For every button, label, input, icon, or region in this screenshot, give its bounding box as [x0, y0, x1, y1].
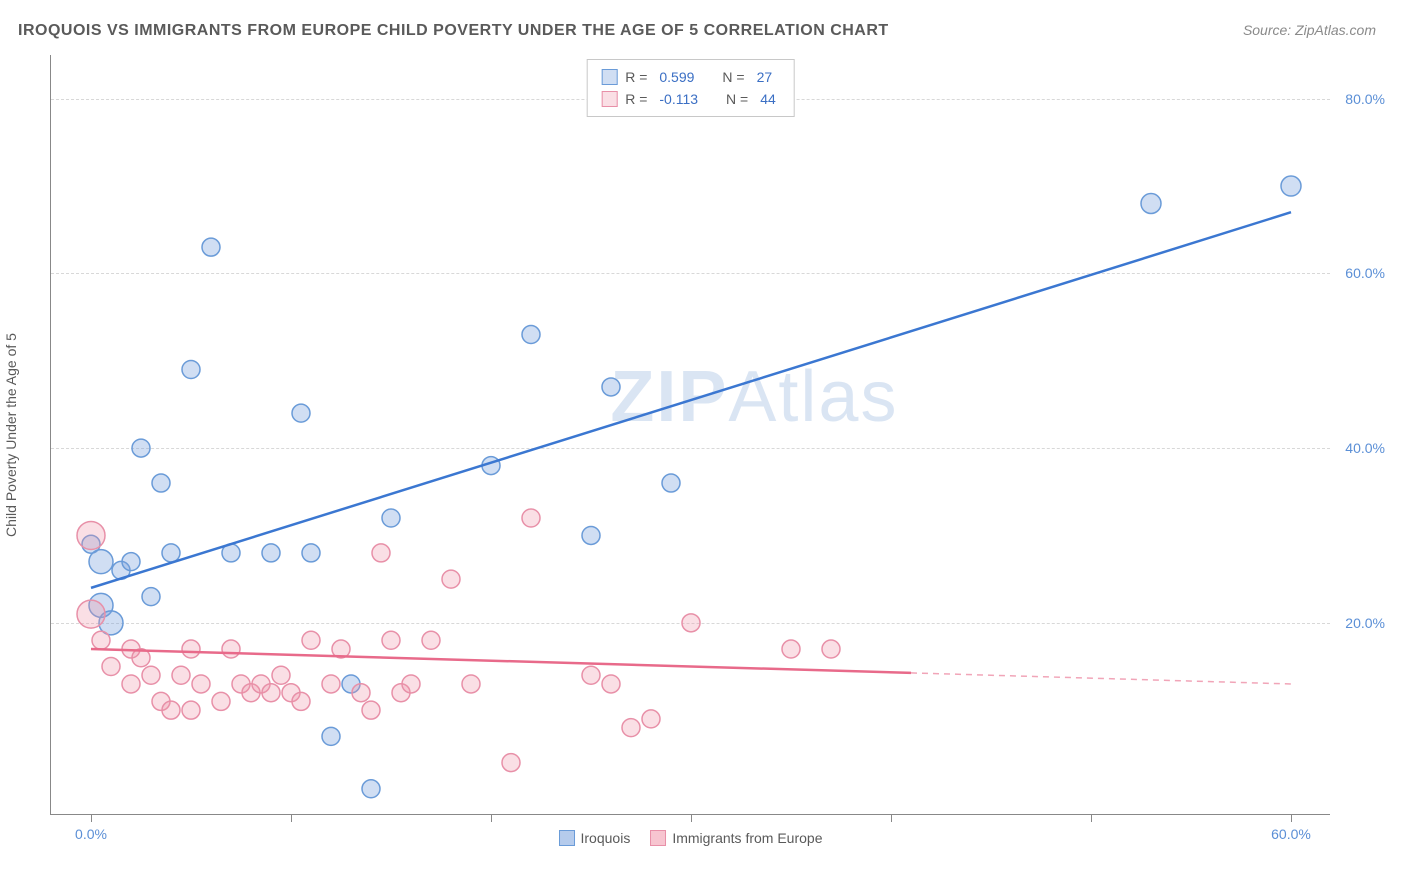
data-point-iroquois	[1141, 194, 1161, 214]
y-tick-label: 20.0%	[1335, 615, 1385, 631]
r-label: R =	[625, 91, 647, 107]
data-point-immigrants-from-europe	[402, 675, 420, 693]
data-point-immigrants-from-europe	[322, 675, 340, 693]
legend-swatch-iroquois-bottom	[559, 830, 575, 846]
x-tick	[291, 814, 292, 822]
data-point-iroquois	[142, 588, 160, 606]
chart-container: Child Poverty Under the Age of 5 ZIPAtla…	[50, 55, 1370, 845]
data-point-immigrants-from-europe	[462, 675, 480, 693]
data-point-iroquois	[362, 780, 380, 798]
data-point-immigrants-from-europe	[622, 719, 640, 737]
data-point-immigrants-from-europe	[822, 640, 840, 658]
data-point-iroquois	[292, 404, 310, 422]
data-point-iroquois	[182, 360, 200, 378]
data-point-immigrants-from-europe	[92, 631, 110, 649]
x-tick-label: 0.0%	[75, 826, 107, 842]
data-point-immigrants-from-europe	[212, 692, 230, 710]
n-label: N =	[722, 69, 744, 85]
trend-line-iroquois	[91, 212, 1291, 588]
n-value-europe: 44	[760, 91, 776, 107]
data-point-iroquois	[602, 378, 620, 396]
data-point-immigrants-from-europe	[372, 544, 390, 562]
source-attribution: Source: ZipAtlas.com	[1243, 22, 1376, 38]
r-value-iroquois: 0.599	[659, 69, 694, 85]
data-point-iroquois	[582, 526, 600, 544]
data-point-iroquois	[382, 509, 400, 527]
data-point-immigrants-from-europe	[522, 509, 540, 527]
data-point-immigrants-from-europe	[352, 684, 370, 702]
n-label: N =	[726, 91, 748, 107]
data-point-iroquois	[122, 553, 140, 571]
data-point-immigrants-from-europe	[302, 631, 320, 649]
x-tick-label: 60.0%	[1271, 826, 1311, 842]
data-point-immigrants-from-europe	[502, 754, 520, 772]
data-point-immigrants-from-europe	[162, 701, 180, 719]
data-point-immigrants-from-europe	[292, 692, 310, 710]
data-point-iroquois	[202, 238, 220, 256]
x-tick	[1291, 814, 1292, 822]
trend-line-dashed-immigrants-from-europe	[911, 673, 1291, 684]
data-point-immigrants-from-europe	[782, 640, 800, 658]
x-tick	[491, 814, 492, 822]
x-tick	[891, 814, 892, 822]
legend-item-europe: Immigrants from Europe	[650, 830, 822, 846]
data-point-iroquois	[522, 326, 540, 344]
series-legend: Iroquois Immigrants from Europe	[559, 830, 823, 846]
legend-item-iroquois: Iroquois	[559, 830, 631, 846]
data-point-iroquois	[1281, 176, 1301, 196]
data-point-immigrants-from-europe	[442, 570, 460, 588]
y-tick-label: 40.0%	[1335, 440, 1385, 456]
data-point-iroquois	[322, 727, 340, 745]
data-point-iroquois	[132, 439, 150, 457]
r-value-europe: -0.113	[659, 91, 698, 107]
data-point-immigrants-from-europe	[77, 521, 105, 549]
legend-swatch-europe-bottom	[650, 830, 666, 846]
correlation-legend: R = 0.599 N = 27 R = -0.113 N = 44	[586, 59, 795, 117]
data-point-immigrants-from-europe	[642, 710, 660, 728]
plot-area: Child Poverty Under the Age of 5 ZIPAtla…	[50, 55, 1330, 815]
chart-title: IROQUOIS VS IMMIGRANTS FROM EUROPE CHILD…	[18, 22, 889, 40]
data-point-immigrants-from-europe	[222, 640, 240, 658]
legend-label-iroquois: Iroquois	[581, 830, 631, 846]
scatter-svg	[51, 55, 1331, 815]
data-point-immigrants-from-europe	[602, 675, 620, 693]
data-point-immigrants-from-europe	[172, 666, 190, 684]
data-point-iroquois	[162, 544, 180, 562]
n-value-iroquois: 27	[757, 69, 773, 85]
data-point-immigrants-from-europe	[122, 675, 140, 693]
legend-row-iroquois: R = 0.599 N = 27	[601, 66, 780, 88]
data-point-immigrants-from-europe	[682, 614, 700, 632]
data-point-iroquois	[89, 550, 113, 574]
x-tick	[691, 814, 692, 822]
data-point-iroquois	[662, 474, 680, 492]
data-point-immigrants-from-europe	[362, 701, 380, 719]
data-point-immigrants-from-europe	[422, 631, 440, 649]
data-point-immigrants-from-europe	[262, 684, 280, 702]
data-point-iroquois	[152, 474, 170, 492]
legend-row-europe: R = -0.113 N = 44	[601, 88, 780, 110]
data-point-iroquois	[302, 544, 320, 562]
data-point-immigrants-from-europe	[582, 666, 600, 684]
data-point-immigrants-from-europe	[182, 701, 200, 719]
data-point-immigrants-from-europe	[77, 600, 105, 628]
data-point-immigrants-from-europe	[192, 675, 210, 693]
r-label: R =	[625, 69, 647, 85]
y-axis-title: Child Poverty Under the Age of 5	[3, 333, 19, 537]
legend-swatch-iroquois	[601, 69, 617, 85]
data-point-immigrants-from-europe	[102, 657, 120, 675]
legend-label-europe: Immigrants from Europe	[672, 830, 822, 846]
x-tick	[91, 814, 92, 822]
data-point-immigrants-from-europe	[182, 640, 200, 658]
data-point-immigrants-from-europe	[272, 666, 290, 684]
x-tick	[1091, 814, 1092, 822]
y-tick-label: 60.0%	[1335, 265, 1385, 281]
data-point-iroquois	[262, 544, 280, 562]
data-point-immigrants-from-europe	[142, 666, 160, 684]
y-tick-label: 80.0%	[1335, 91, 1385, 107]
data-point-immigrants-from-europe	[382, 631, 400, 649]
legend-swatch-europe	[601, 91, 617, 107]
